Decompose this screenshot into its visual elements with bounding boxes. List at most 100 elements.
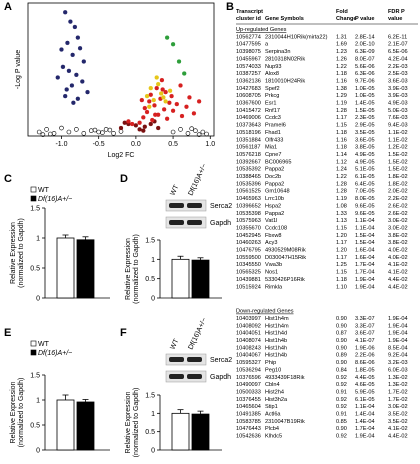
blot-band-label: Serca2 xyxy=(210,203,232,210)
y-tick-label: 1 xyxy=(151,411,155,418)
table-cell: 10559500 xyxy=(236,255,261,261)
data-point xyxy=(167,100,172,105)
table-cell: 1.9E-04 xyxy=(355,434,375,440)
table-cell: 1.7E-02 xyxy=(388,389,408,395)
y-tick-label: 1.5 xyxy=(145,238,155,245)
table-cell: 0.92 xyxy=(336,375,347,381)
bar xyxy=(76,239,95,299)
data-point xyxy=(178,127,183,132)
data-point xyxy=(81,59,86,64)
table-cell: 4.4E-02 xyxy=(388,277,408,283)
bar xyxy=(171,412,190,451)
table-cell: 1.12 xyxy=(336,159,347,165)
table-cell: 1.22 xyxy=(336,174,347,180)
table-cell: 1.22 xyxy=(336,64,347,70)
table-cell: Vwa3b xyxy=(265,262,282,268)
table-cell: 1.3E-02 xyxy=(388,382,408,388)
table-cell: 4.1E-07 xyxy=(355,338,375,344)
table-cell: 1.7E-04 xyxy=(355,270,375,276)
table-cell: 1.1E-04 xyxy=(355,218,375,224)
table-cell: 5.9E-05 xyxy=(355,389,375,395)
table-cell: 2.3E-05 xyxy=(355,115,375,121)
y-tick-label: 0 xyxy=(36,296,40,303)
table-cell: Acy3 xyxy=(265,240,277,246)
table-cell: 1.25 xyxy=(336,262,347,268)
data-point xyxy=(159,91,164,96)
legend-label: Df(16)A+/− xyxy=(38,350,72,357)
table-cell: Prkcg xyxy=(265,93,279,99)
plot-frame xyxy=(27,2,215,137)
table-cell: 1.16 xyxy=(336,137,347,143)
data-point xyxy=(122,120,127,125)
table-cell: 10351884 xyxy=(236,137,261,143)
table-cell: 1.19 xyxy=(336,196,347,202)
data-point xyxy=(69,83,75,88)
bar xyxy=(76,401,95,451)
table-cell: Cpne7 xyxy=(265,152,281,158)
data-point xyxy=(63,10,68,15)
table-cell: Ccdc108 xyxy=(265,225,287,231)
data-point xyxy=(40,132,46,137)
table-cell: Rimkla xyxy=(265,284,283,290)
data-point xyxy=(154,85,159,91)
blot-band-label: Gapdh xyxy=(210,374,231,381)
table-cell: 1.23 xyxy=(336,49,347,55)
table-cell: 5.6E-06 xyxy=(355,64,375,70)
blot-band xyxy=(169,203,184,208)
table-cell: Fbxw8 xyxy=(265,233,281,239)
table-cell: 1.7E-04 xyxy=(355,262,375,268)
table-header: P value xyxy=(355,16,375,22)
table-cell: 0.92 xyxy=(336,434,347,440)
blot-panel xyxy=(165,216,207,229)
table-cell: 10367600 xyxy=(236,101,261,107)
table-cell: 6.3E-09 xyxy=(355,49,375,55)
data-point xyxy=(75,96,80,101)
data-point xyxy=(189,126,194,131)
table-cell: 1.16 xyxy=(336,78,347,84)
table-cell: 1.26 xyxy=(336,56,347,62)
blot-band xyxy=(169,220,184,225)
data-point xyxy=(164,35,170,40)
data-point xyxy=(66,68,72,73)
panel-label: C xyxy=(4,173,12,185)
table-cell: 10398075 xyxy=(236,49,261,55)
table-cell: 1.17 xyxy=(336,115,347,121)
table-cell: Phip xyxy=(265,360,276,366)
y-tick-label: 1 xyxy=(151,257,155,264)
table-cell: 3.8E-05 xyxy=(355,145,375,151)
table-cell: Pramel6 xyxy=(265,123,286,129)
blot-band-label: Serca2 xyxy=(210,357,232,364)
table-cell: 10535398 xyxy=(236,211,261,217)
table-cell: 1810010H24Rik xyxy=(265,78,305,84)
table-cell: 3.6E-07 xyxy=(355,331,375,337)
table-cell: 10455967 xyxy=(236,56,261,62)
data-point xyxy=(68,19,73,24)
table-cell: 3.6E-05 xyxy=(355,137,375,143)
table-cell: Hist1h4m xyxy=(265,323,289,329)
table-cell: 6.1E-05 xyxy=(355,397,375,403)
table-cell: 10408243 xyxy=(236,345,261,351)
table-cell: 10355670 xyxy=(236,225,261,231)
table-cell: 1.5E-04 xyxy=(355,240,375,246)
table-cell: 2.2E-02 xyxy=(388,196,408,202)
table-cell: 10535396 xyxy=(236,181,261,187)
table-cell: 2.1E-07 xyxy=(388,42,408,48)
data-point xyxy=(103,127,109,132)
table-cell: 1.1E-02 xyxy=(388,130,408,136)
table-cell: 3.0E-02 xyxy=(388,225,408,231)
data-point xyxy=(164,116,170,121)
blot-panel xyxy=(165,370,207,383)
legend-label: WT xyxy=(38,187,50,194)
y-tick-label: 0.5 xyxy=(30,423,40,430)
table-cell: 6.1E-05 xyxy=(355,174,375,180)
y-axis-label: (normalized to Gapdh) xyxy=(18,218,25,288)
y-axis-label: Relative Expression xyxy=(125,391,132,453)
table-header: value xyxy=(388,16,402,22)
table-cell: 8.0E-05 xyxy=(355,196,375,202)
table-cell: Mia1 xyxy=(265,145,277,151)
table-cell: 0.87 xyxy=(336,331,347,337)
table-cell: 1.10 xyxy=(336,284,347,290)
data-point xyxy=(92,127,98,133)
table-cell: 3.5E-02 xyxy=(388,419,408,425)
table-cell: 3.8E-02 xyxy=(388,233,408,239)
